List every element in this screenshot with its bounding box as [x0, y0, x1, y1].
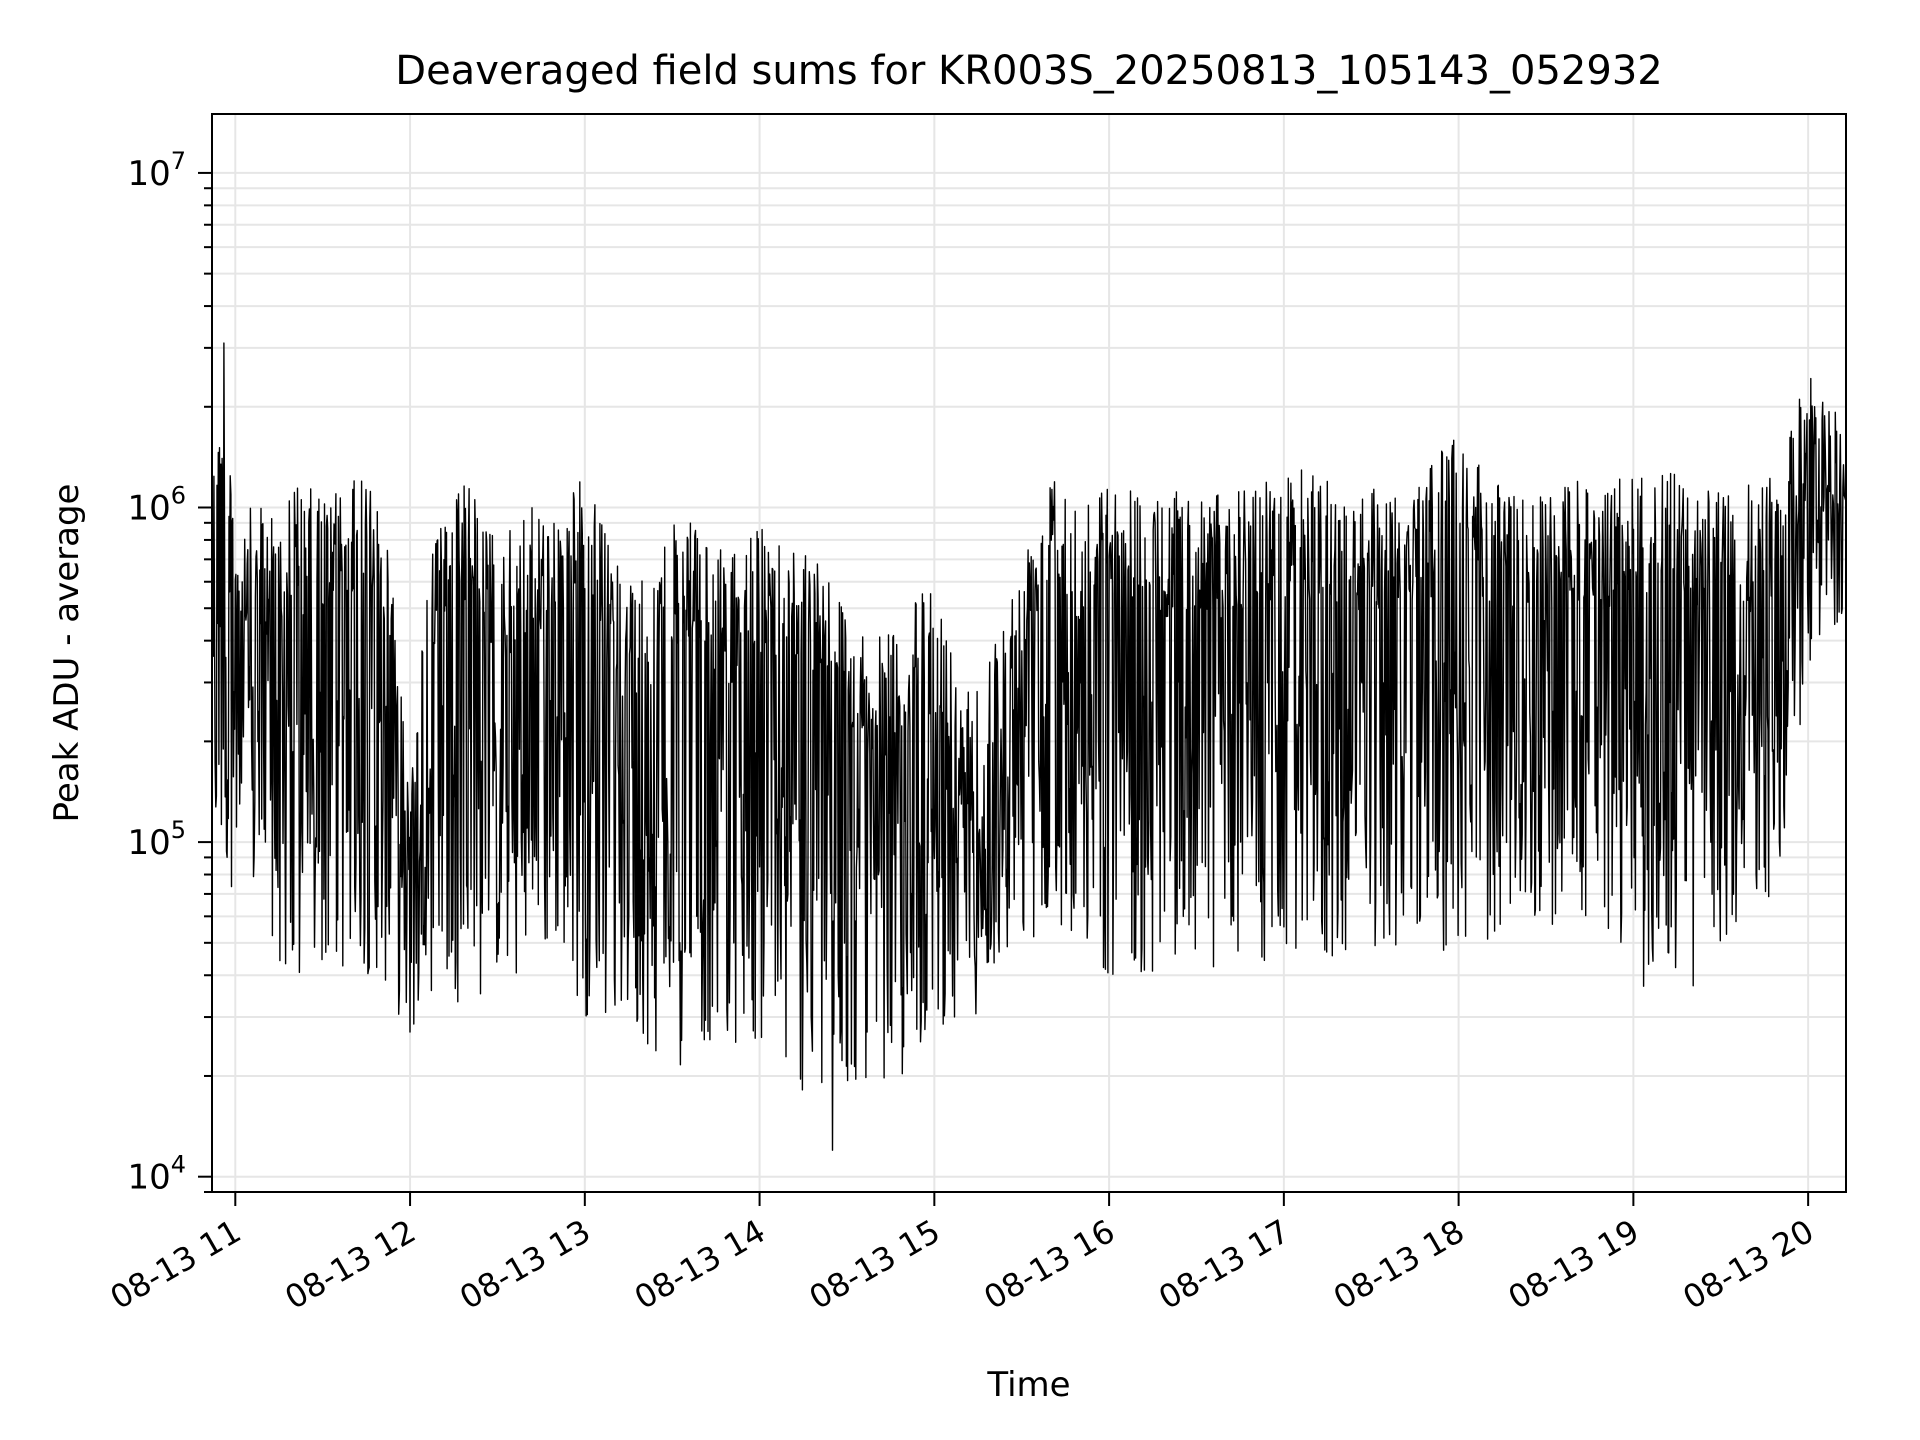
series-line [211, 342, 1847, 1151]
grid [212, 114, 1846, 1193]
data-layer [211, 342, 1847, 1151]
y-tick-label: 105 [127, 816, 186, 863]
y-tick-label: 104 [127, 1151, 186, 1198]
chart-title: Deaveraged field sums for KR003S_2025081… [395, 48, 1662, 94]
y-axis-label: Peak ADU - average [47, 484, 87, 823]
plot-frame [211, 113, 1847, 1193]
x-axis-label: Time [986, 1365, 1070, 1405]
y-tick-label: 107 [127, 147, 186, 194]
y-tick-label: 106 [127, 482, 186, 529]
